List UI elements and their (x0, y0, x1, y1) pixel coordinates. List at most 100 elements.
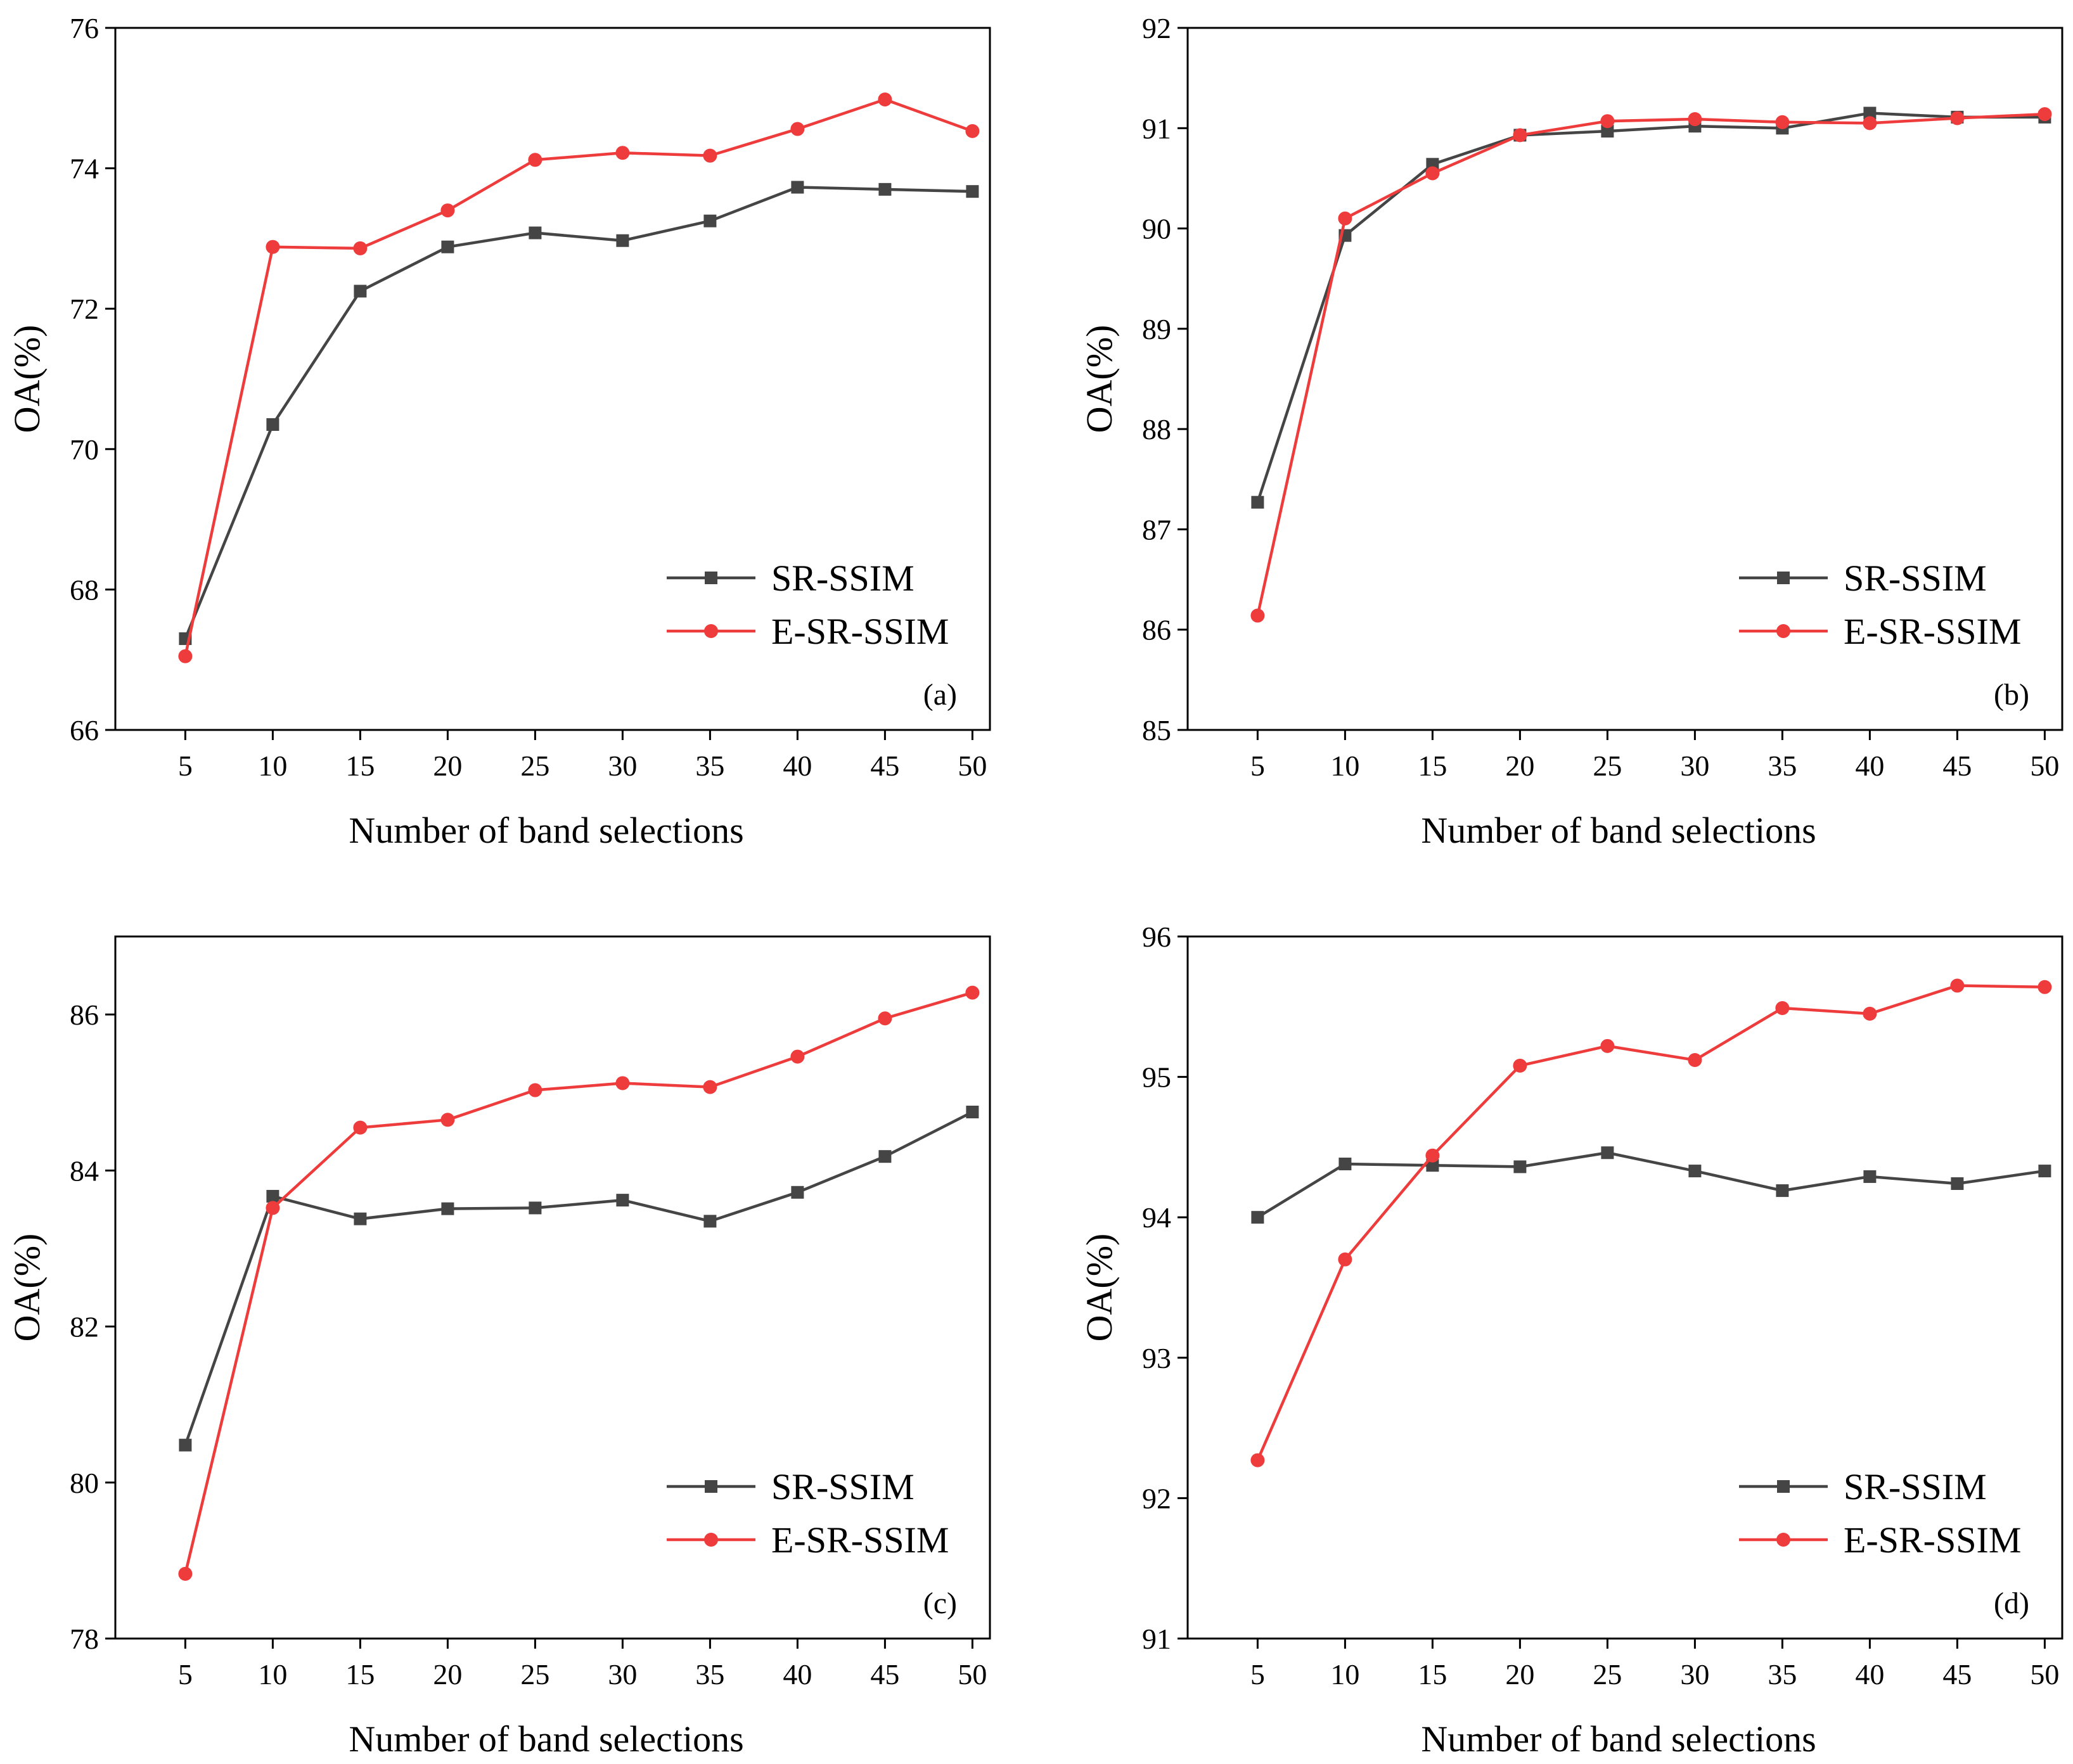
data-point-sr-ssim (354, 1212, 367, 1225)
data-point-sr-ssim (703, 214, 717, 227)
x-tick-label: 50 (2030, 750, 2059, 782)
panel-label: (a) (923, 678, 957, 712)
data-point-e-sr-ssim (615, 146, 630, 160)
data-point-sr-ssim (529, 1201, 542, 1215)
y-tick-label: 78 (70, 1623, 99, 1655)
data-point-e-sr-ssim (1950, 978, 1965, 993)
x-tick-label: 40 (1855, 750, 1884, 782)
x-tick-label: 40 (783, 1658, 812, 1690)
x-tick-label: 45 (870, 1658, 899, 1690)
x-tick-label: 35 (695, 750, 724, 782)
legend-label: E-SR-SSIM (771, 611, 949, 652)
data-point-e-sr-ssim (1513, 128, 1527, 143)
data-point-sr-ssim (616, 234, 629, 247)
data-point-e-sr-ssim (1600, 1039, 1615, 1053)
data-point-e-sr-ssim (528, 153, 542, 167)
data-point-sr-ssim (179, 1438, 192, 1452)
data-point-e-sr-ssim (266, 1201, 280, 1215)
plot-frame (1186, 935, 2063, 1640)
data-point-e-sr-ssim (1863, 116, 1877, 131)
data-point-e-sr-ssim (1338, 1252, 1352, 1267)
y-tick-label: 68 (70, 573, 99, 606)
chart-panel-3: 5 10 15 20 25 30 35 40 45 50 78 80 82 84 86 Number of b… (6, 935, 991, 1760)
y-tick-label: 74 (70, 153, 99, 185)
y-tick-label: 94 (1142, 1201, 1171, 1234)
y-tick-label: 92 (1142, 1482, 1171, 1514)
data-point-sr-ssim (791, 181, 804, 194)
x-tick-label: 15 (345, 1658, 375, 1690)
data-point-sr-ssim (1863, 106, 1877, 120)
chart-panel-1: 5 10 15 20 25 30 35 40 45 50 66 68 70 72 74 76 Number of… (6, 12, 991, 851)
x-tick-label: 25 (1593, 1658, 1622, 1690)
x-tick-label: 25 (1593, 750, 1622, 782)
data-point-e-sr-ssim (266, 240, 280, 254)
x-tick-label: 10 (1330, 750, 1359, 782)
data-point-e-sr-ssim (1425, 166, 1440, 181)
chart-panel-2: 5 10 15 20 25 30 35 40 45 50 85 86 87 88 89 90 91 92 Numbe… (1079, 12, 2063, 851)
data-point-e-sr-ssim (703, 1080, 717, 1094)
x-tick-label: 15 (1418, 750, 1447, 782)
data-point-e-sr-ssim (1250, 1453, 1265, 1467)
x-axis-title: Number of band selections (349, 810, 743, 851)
data-point-sr-ssim (966, 1106, 979, 1118)
y-axis-title: OA(%) (6, 1234, 48, 1342)
x-tick-label: 45 (1942, 1658, 1972, 1690)
y-tick-label: 85 (1142, 714, 1171, 746)
data-point-sr-ssim (966, 185, 979, 198)
data-point-e-sr-ssim (1950, 111, 1965, 125)
x-tick-label: 40 (783, 750, 812, 782)
y-tick-label: 92 (1142, 12, 1171, 44)
y-tick-label: 93 (1142, 1342, 1171, 1374)
x-tick-label: 10 (258, 750, 287, 782)
x-tick-label: 45 (870, 750, 899, 782)
data-point-sr-ssim (441, 240, 454, 253)
x-tick-label: 25 (520, 1658, 549, 1690)
legend-label: SR-SSIM (1844, 1466, 1987, 1507)
data-point-sr-ssim (354, 284, 367, 298)
x-tick-label: 20 (1505, 1658, 1534, 1690)
x-tick-label: 50 (958, 1658, 987, 1690)
x-tick-label: 10 (1330, 1658, 1359, 1690)
y-tick-label: 84 (70, 1154, 99, 1187)
chart-panel-4: 5 10 15 20 25 30 35 40 45 50 91 92 93 94 95 96 Number of… (1079, 921, 2063, 1760)
data-point-e-sr-ssim (1425, 1148, 1440, 1163)
panel-label: (c) (923, 1587, 957, 1620)
data-point-sr-ssim (1951, 1177, 1964, 1191)
data-point-e-sr-ssim (178, 649, 193, 663)
x-tick-label: 5 (178, 750, 193, 782)
x-tick-label: 30 (608, 1658, 637, 1690)
data-point-sr-ssim (266, 418, 279, 431)
series-line-e-sr-ssim (184, 98, 973, 657)
data-point-sr-ssim (1688, 1165, 1702, 1178)
data-point-e-sr-ssim (790, 122, 805, 136)
y-tick-label: 87 (1142, 513, 1171, 546)
data-point-e-sr-ssim (1775, 115, 1790, 129)
plot-frame (114, 27, 991, 731)
data-point-sr-ssim (1601, 1146, 1614, 1160)
y-tick-label: 86 (70, 999, 99, 1031)
data-point-e-sr-ssim (440, 203, 455, 218)
x-tick-label: 35 (1768, 750, 1797, 782)
x-tick-label: 30 (608, 750, 637, 782)
x-tick-label: 20 (433, 1658, 462, 1690)
x-tick-label: 20 (1505, 750, 1534, 782)
y-tick-label: 96 (1142, 921, 1171, 953)
y-tick-label: 70 (70, 433, 99, 466)
data-point-sr-ssim (1338, 1157, 1352, 1170)
legend-marker (1776, 624, 1790, 638)
data-point-sr-ssim (1251, 495, 1264, 509)
series-line-sr-ssim (184, 1110, 973, 1446)
data-point-e-sr-ssim (615, 1076, 630, 1090)
data-point-e-sr-ssim (703, 148, 717, 163)
y-tick-label: 66 (70, 714, 99, 746)
legend-label: E-SR-SSIM (1844, 1519, 2021, 1561)
y-axis-title: OA(%) (6, 325, 48, 433)
data-point-sr-ssim (1863, 1170, 1877, 1183)
y-axis-title: OA(%) (1079, 1234, 1120, 1342)
x-axis-title: Number of band selections (1421, 1718, 1816, 1760)
data-point-e-sr-ssim (1600, 114, 1615, 129)
data-point-e-sr-ssim (1513, 1058, 1527, 1073)
data-point-e-sr-ssim (178, 1566, 193, 1581)
data-point-sr-ssim (441, 1202, 454, 1215)
legend-marker (705, 572, 717, 584)
